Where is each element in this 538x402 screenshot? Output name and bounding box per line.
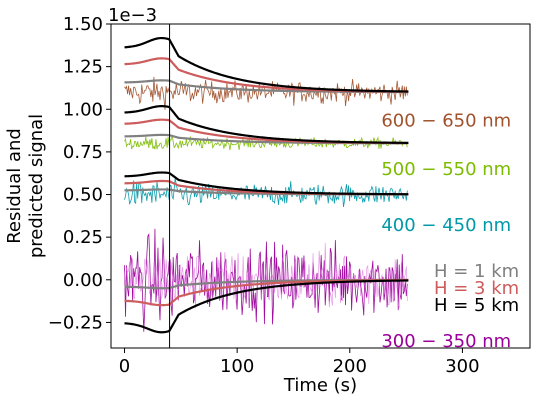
x-axis-label: Time (s): [283, 375, 357, 396]
band-label-3: 400 − 450 nm: [381, 215, 511, 236]
model-curve-band4-3: [124, 279, 409, 334]
band-label-2: 500 − 550 nm: [381, 159, 511, 180]
y-tick-label-3: 0.25: [63, 227, 103, 248]
model-curve-band3-3: [124, 171, 409, 196]
x-tick-label-4: 300: [445, 356, 479, 377]
legend: H = 1 kmH = 3 kmH = 5 km: [434, 261, 519, 316]
y-tick-label-5: 0.75: [63, 142, 103, 163]
band-label-4: 300 − 350 nm: [381, 331, 511, 352]
plot-area: [124, 24, 409, 348]
residual-series-1: [124, 76, 408, 110]
y-axis-label-line-1: Residual and: [4, 128, 25, 244]
axes: 0 100 200 300 −0.25 0.00 0.25 0.50 0.75 1.00 1.25 1…: [48, 14, 531, 377]
legend-entry-3: H = 5 km: [434, 295, 519, 316]
y-axis-offset-text: 1e−3: [108, 5, 157, 26]
x-tick-label-3: 200: [333, 356, 367, 377]
y-tick-label-7: 1.25: [63, 57, 103, 78]
residual-series-3: [124, 178, 408, 207]
y-tick-label-8: 1.50: [63, 14, 103, 35]
model-curve-band2-3: [124, 105, 409, 144]
legend-entry-2: H = 3 km: [434, 278, 519, 299]
axes-frame: [110, 23, 531, 349]
legend-entry-1: H = 1 km: [434, 261, 519, 282]
band-labels: 600 − 650 nm 500 − 550 nm 400 − 450 nm 300 …: [381, 110, 511, 352]
x-tick-label-1: 0: [119, 356, 130, 377]
y-axis-label-line-2: predicted signal: [26, 114, 47, 258]
y-tick-label-4: 0.50: [63, 185, 103, 206]
y-tick-label-6: 1.00: [63, 99, 103, 120]
residual-series-4-light: [124, 242, 408, 309]
band-label-1: 600 − 650 nm: [381, 110, 511, 131]
y-tick-label-1: −0.25: [48, 312, 103, 333]
y-tick-label-2: 0.00: [63, 270, 103, 291]
x-tick-label-2: 100: [220, 356, 254, 377]
model-curve-band1-3: [124, 36, 409, 93]
residual-series-4: [124, 228, 408, 332]
